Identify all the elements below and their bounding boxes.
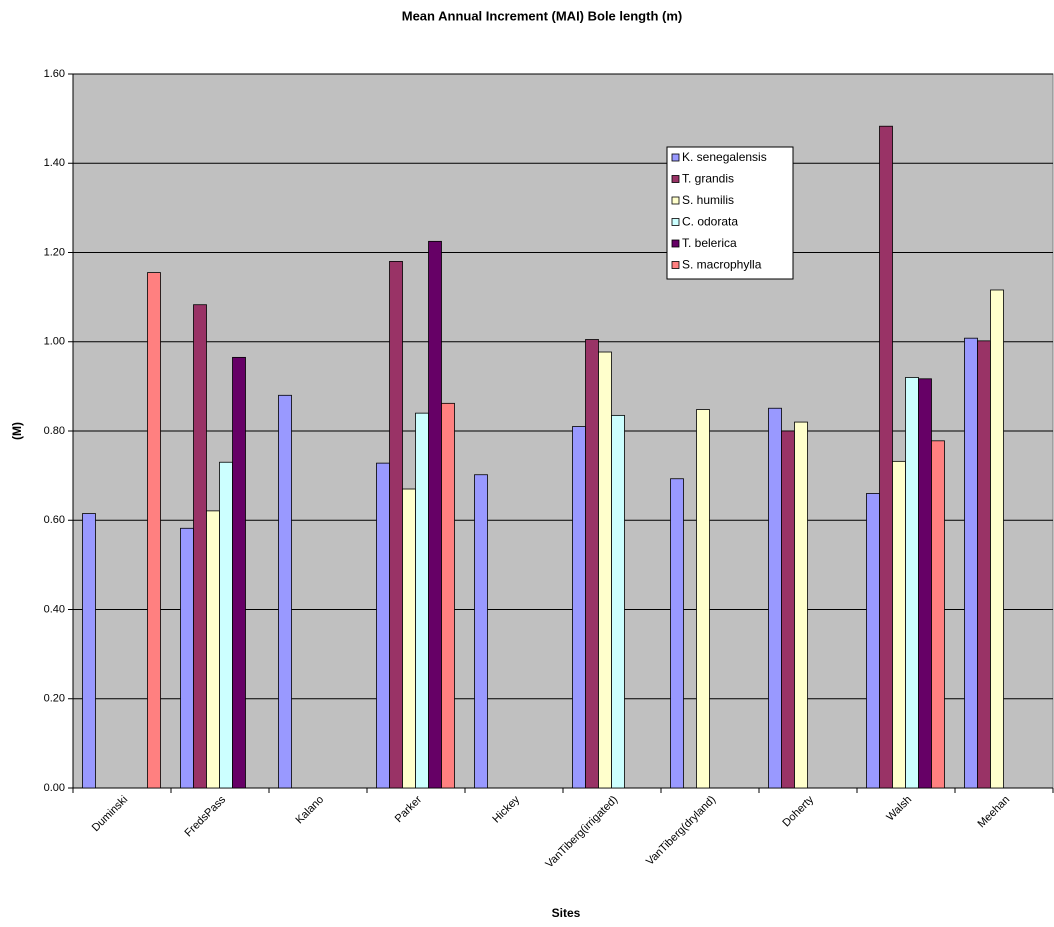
bar xyxy=(794,421,808,789)
bar xyxy=(866,493,880,789)
bar xyxy=(879,125,893,789)
y-tick-label: 1.20 xyxy=(44,246,65,258)
x-axis-title: Sites xyxy=(552,906,581,920)
bar xyxy=(415,412,429,789)
x-tick-label: FredsPass xyxy=(183,793,229,839)
bar xyxy=(376,462,390,789)
bar xyxy=(278,394,292,789)
legend-swatch xyxy=(671,196,680,205)
x-tick-label: Walsh xyxy=(884,794,914,824)
x-tick-label: VanTiberg(dryland) xyxy=(644,794,718,868)
bar xyxy=(572,426,586,789)
x-tick-label: Duminski xyxy=(90,794,130,834)
y-tick-label: 1.00 xyxy=(44,336,65,348)
legend-swatch xyxy=(671,261,680,269)
bar xyxy=(768,407,782,789)
bar xyxy=(918,378,932,789)
bar xyxy=(441,402,455,789)
bar xyxy=(964,337,978,789)
bar xyxy=(670,478,684,789)
bar xyxy=(977,340,991,789)
bar xyxy=(389,261,403,789)
legend-label: C. odorata xyxy=(682,215,738,229)
bar xyxy=(611,414,625,789)
y-axis-title: (M) xyxy=(10,422,24,440)
legend-swatch xyxy=(671,153,680,162)
legend-swatch xyxy=(671,175,680,183)
bar xyxy=(931,440,945,789)
bar xyxy=(402,488,416,789)
x-tick-label: Parker xyxy=(393,793,425,825)
y-tick-label: 0.80 xyxy=(44,425,65,437)
bar xyxy=(180,527,194,789)
bar xyxy=(781,430,795,789)
x-tick-label: Doherty xyxy=(780,793,816,829)
y-tick-label: 0.40 xyxy=(44,603,65,615)
y-tick-label: 0.60 xyxy=(44,514,65,526)
bar xyxy=(232,356,246,789)
bar xyxy=(206,510,220,789)
legend-swatch xyxy=(671,239,680,248)
legend-swatch xyxy=(671,218,680,226)
bar xyxy=(892,460,906,789)
legend-label: K. senegalensis xyxy=(682,150,767,164)
bar xyxy=(82,513,96,789)
y-tick-label: 1.40 xyxy=(44,157,65,169)
y-tick-label: 0.00 xyxy=(44,782,65,794)
bar xyxy=(428,240,442,789)
x-tick-label: Hickey xyxy=(490,793,522,825)
chart-title: Mean Annual Increment (MAI) Bole length … xyxy=(402,8,682,23)
legend-label: S. humilis xyxy=(682,193,734,207)
bar xyxy=(696,409,710,789)
legend-box xyxy=(666,146,794,280)
bar xyxy=(905,377,919,789)
x-tick-label: Meehan xyxy=(976,794,1013,831)
bar xyxy=(193,304,207,789)
bar xyxy=(147,272,161,789)
legend-label: T. grandis xyxy=(682,172,734,186)
bar xyxy=(219,461,233,789)
y-tick-label: 0.20 xyxy=(44,693,65,705)
y-tick-label: 1.60 xyxy=(44,68,65,80)
bar xyxy=(598,351,612,789)
x-tick-label: VanTiberg(irrigated) xyxy=(543,794,620,871)
legend-label: S. macrophylla xyxy=(682,258,762,272)
bar xyxy=(990,289,1004,789)
legend-label: T. belerica xyxy=(682,236,737,250)
x-tick-label: Kalano xyxy=(293,794,326,827)
bar xyxy=(585,339,599,789)
bar xyxy=(474,474,488,789)
